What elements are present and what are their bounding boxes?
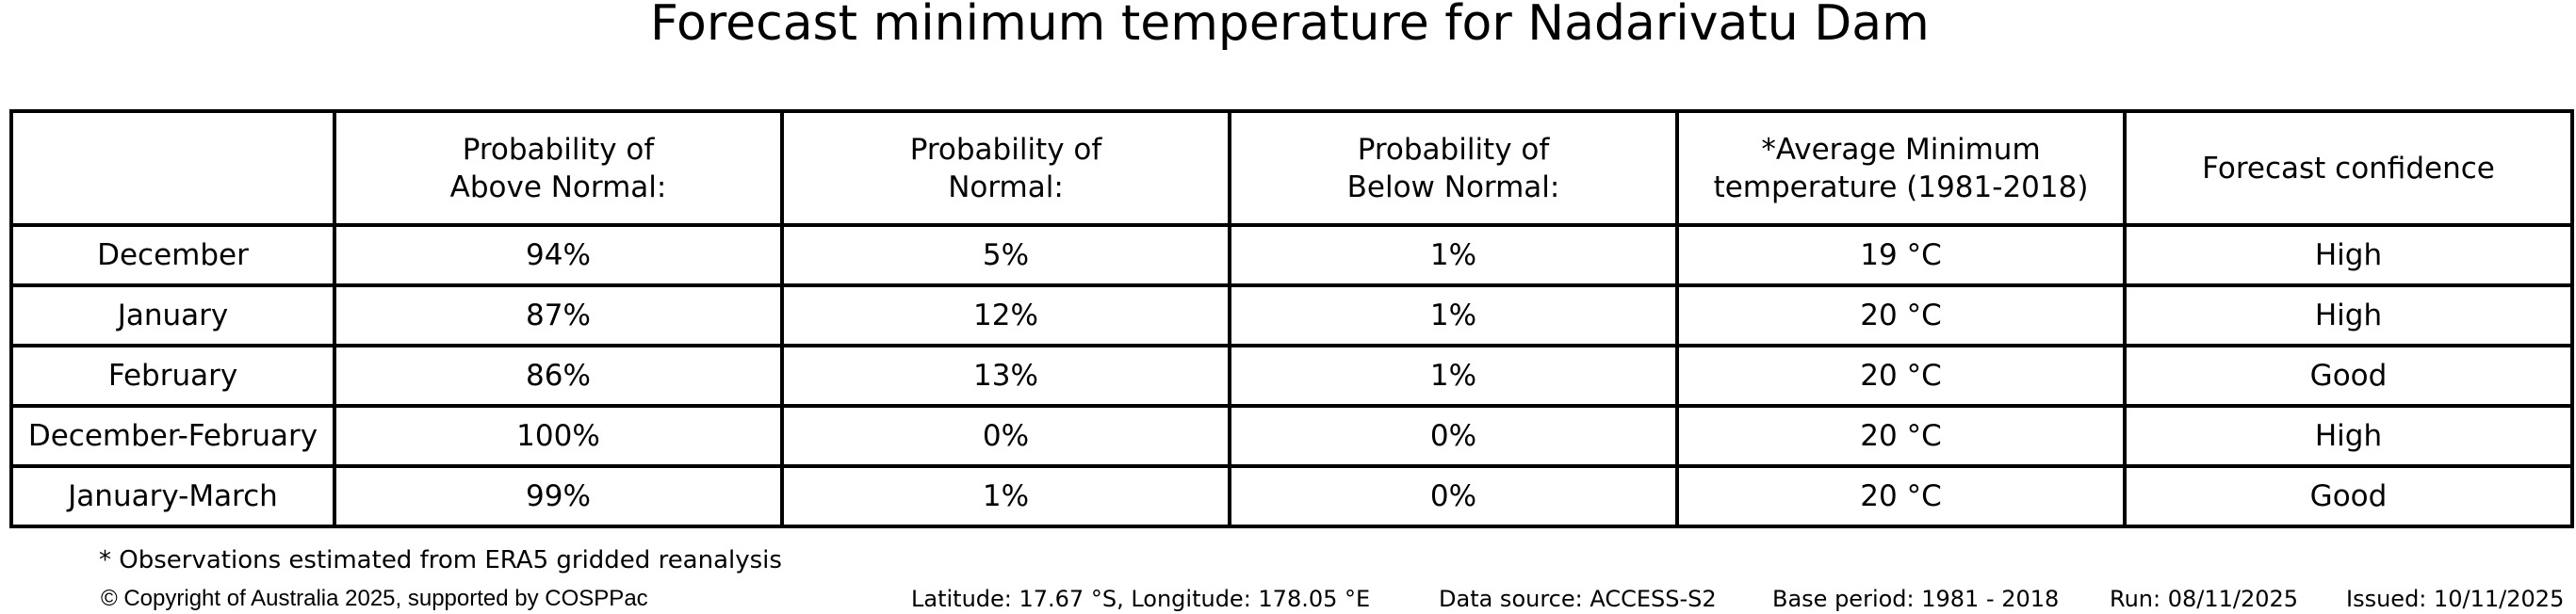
cell-normal: 0% xyxy=(780,404,1231,468)
cell-average-minimum: 19 °C xyxy=(1675,223,2127,287)
cell-below-normal: 0% xyxy=(1228,404,1679,468)
cell-above-normal: 99% xyxy=(333,464,784,528)
cell-normal: 1% xyxy=(780,464,1231,528)
cell-forecast-confidence: High xyxy=(2123,404,2574,468)
cell-average-minimum: 20 °C xyxy=(1675,404,2127,468)
cell-forecast-confidence: High xyxy=(2123,223,2574,287)
col-header-average-minimum: *Average Minimum temperature (1981-2018) xyxy=(1675,109,2127,227)
run-date-text: Run: 08/11/2025 xyxy=(2110,586,2299,612)
cell-average-minimum: 20 °C xyxy=(1675,464,2127,528)
cell-below-normal: 1% xyxy=(1228,283,1679,347)
page-title: Forecast minimum temperature for Nadariv… xyxy=(650,0,1930,52)
row-label: December xyxy=(9,223,336,287)
cell-below-normal: 1% xyxy=(1228,344,1679,408)
data-source-text: Data source: ACCESS-S2 xyxy=(1439,586,1717,612)
cell-forecast-confidence: Good xyxy=(2123,344,2574,408)
table-row-december: December 94% 5% 1% 19 °C High xyxy=(9,223,2574,287)
copyright-text: © Copyright of Australia 2025, supported… xyxy=(101,586,648,611)
cell-normal: 12% xyxy=(780,283,1231,347)
cell-normal: 5% xyxy=(780,223,1231,287)
col-header-below-normal: Probability of Below Normal: xyxy=(1228,109,1679,227)
table-row-february: February 86% 13% 1% 20 °C Good xyxy=(9,344,2574,408)
cell-above-normal: 94% xyxy=(333,223,784,287)
table-row-december-february: December-February 100% 0% 0% 20 °C High xyxy=(9,404,2574,468)
base-period-text: Base period: 1981 - 2018 xyxy=(1772,586,2060,612)
cell-forecast-confidence: Good xyxy=(2123,464,2574,528)
cell-below-normal: 1% xyxy=(1228,223,1679,287)
row-label: January-March xyxy=(9,464,336,528)
forecast-table: Probability of Above Normal: Probability… xyxy=(9,109,2574,528)
row-label: January xyxy=(9,283,336,347)
era5-footnote: * Observations estimated from ERA5 gridd… xyxy=(99,546,782,574)
corner-cell xyxy=(9,109,336,227)
cell-above-normal: 100% xyxy=(333,404,784,468)
cell-above-normal: 86% xyxy=(333,344,784,408)
col-header-above-normal: Probability of Above Normal: xyxy=(333,109,784,227)
col-header-forecast-confidence: Forecast confidence xyxy=(2123,109,2574,227)
table-row-january: January 87% 12% 1% 20 °C High xyxy=(9,283,2574,347)
row-label: February xyxy=(9,344,336,408)
cell-normal: 13% xyxy=(780,344,1231,408)
cell-below-normal: 0% xyxy=(1228,464,1679,528)
cell-above-normal: 87% xyxy=(333,283,784,347)
cell-average-minimum: 20 °C xyxy=(1675,283,2127,347)
col-header-normal: Probability of Normal: xyxy=(780,109,1231,227)
location-text: Latitude: 17.67 °S, Longitude: 178.05 °E xyxy=(911,586,1371,612)
table-row-january-march: January-March 99% 1% 0% 20 °C Good xyxy=(9,464,2574,528)
table-header-row: Probability of Above Normal: Probability… xyxy=(9,109,2574,227)
row-label: December-February xyxy=(9,404,336,468)
issued-date-text: Issued: 10/11/2025 xyxy=(2346,586,2565,612)
cell-forecast-confidence: High xyxy=(2123,283,2574,347)
cell-average-minimum: 20 °C xyxy=(1675,344,2127,408)
